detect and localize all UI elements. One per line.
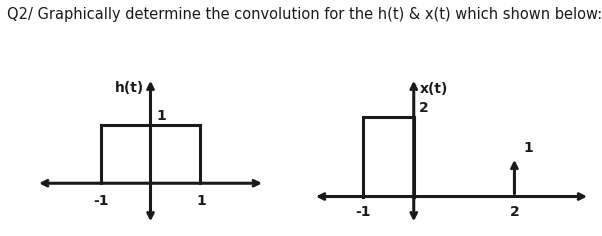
Text: 2: 2: [419, 101, 429, 115]
Text: -1: -1: [356, 205, 371, 219]
Text: -1: -1: [93, 194, 108, 208]
Text: x(t): x(t): [420, 82, 448, 96]
Text: 2: 2: [509, 205, 520, 219]
Text: Q2/ Graphically determine the convolution for the h(t) & x(t) which shown below:: Q2/ Graphically determine the convolutio…: [7, 7, 602, 22]
Text: 1: 1: [157, 109, 166, 123]
Text: 1: 1: [524, 141, 533, 155]
Text: 1: 1: [196, 194, 206, 208]
Text: h(t): h(t): [115, 81, 144, 95]
